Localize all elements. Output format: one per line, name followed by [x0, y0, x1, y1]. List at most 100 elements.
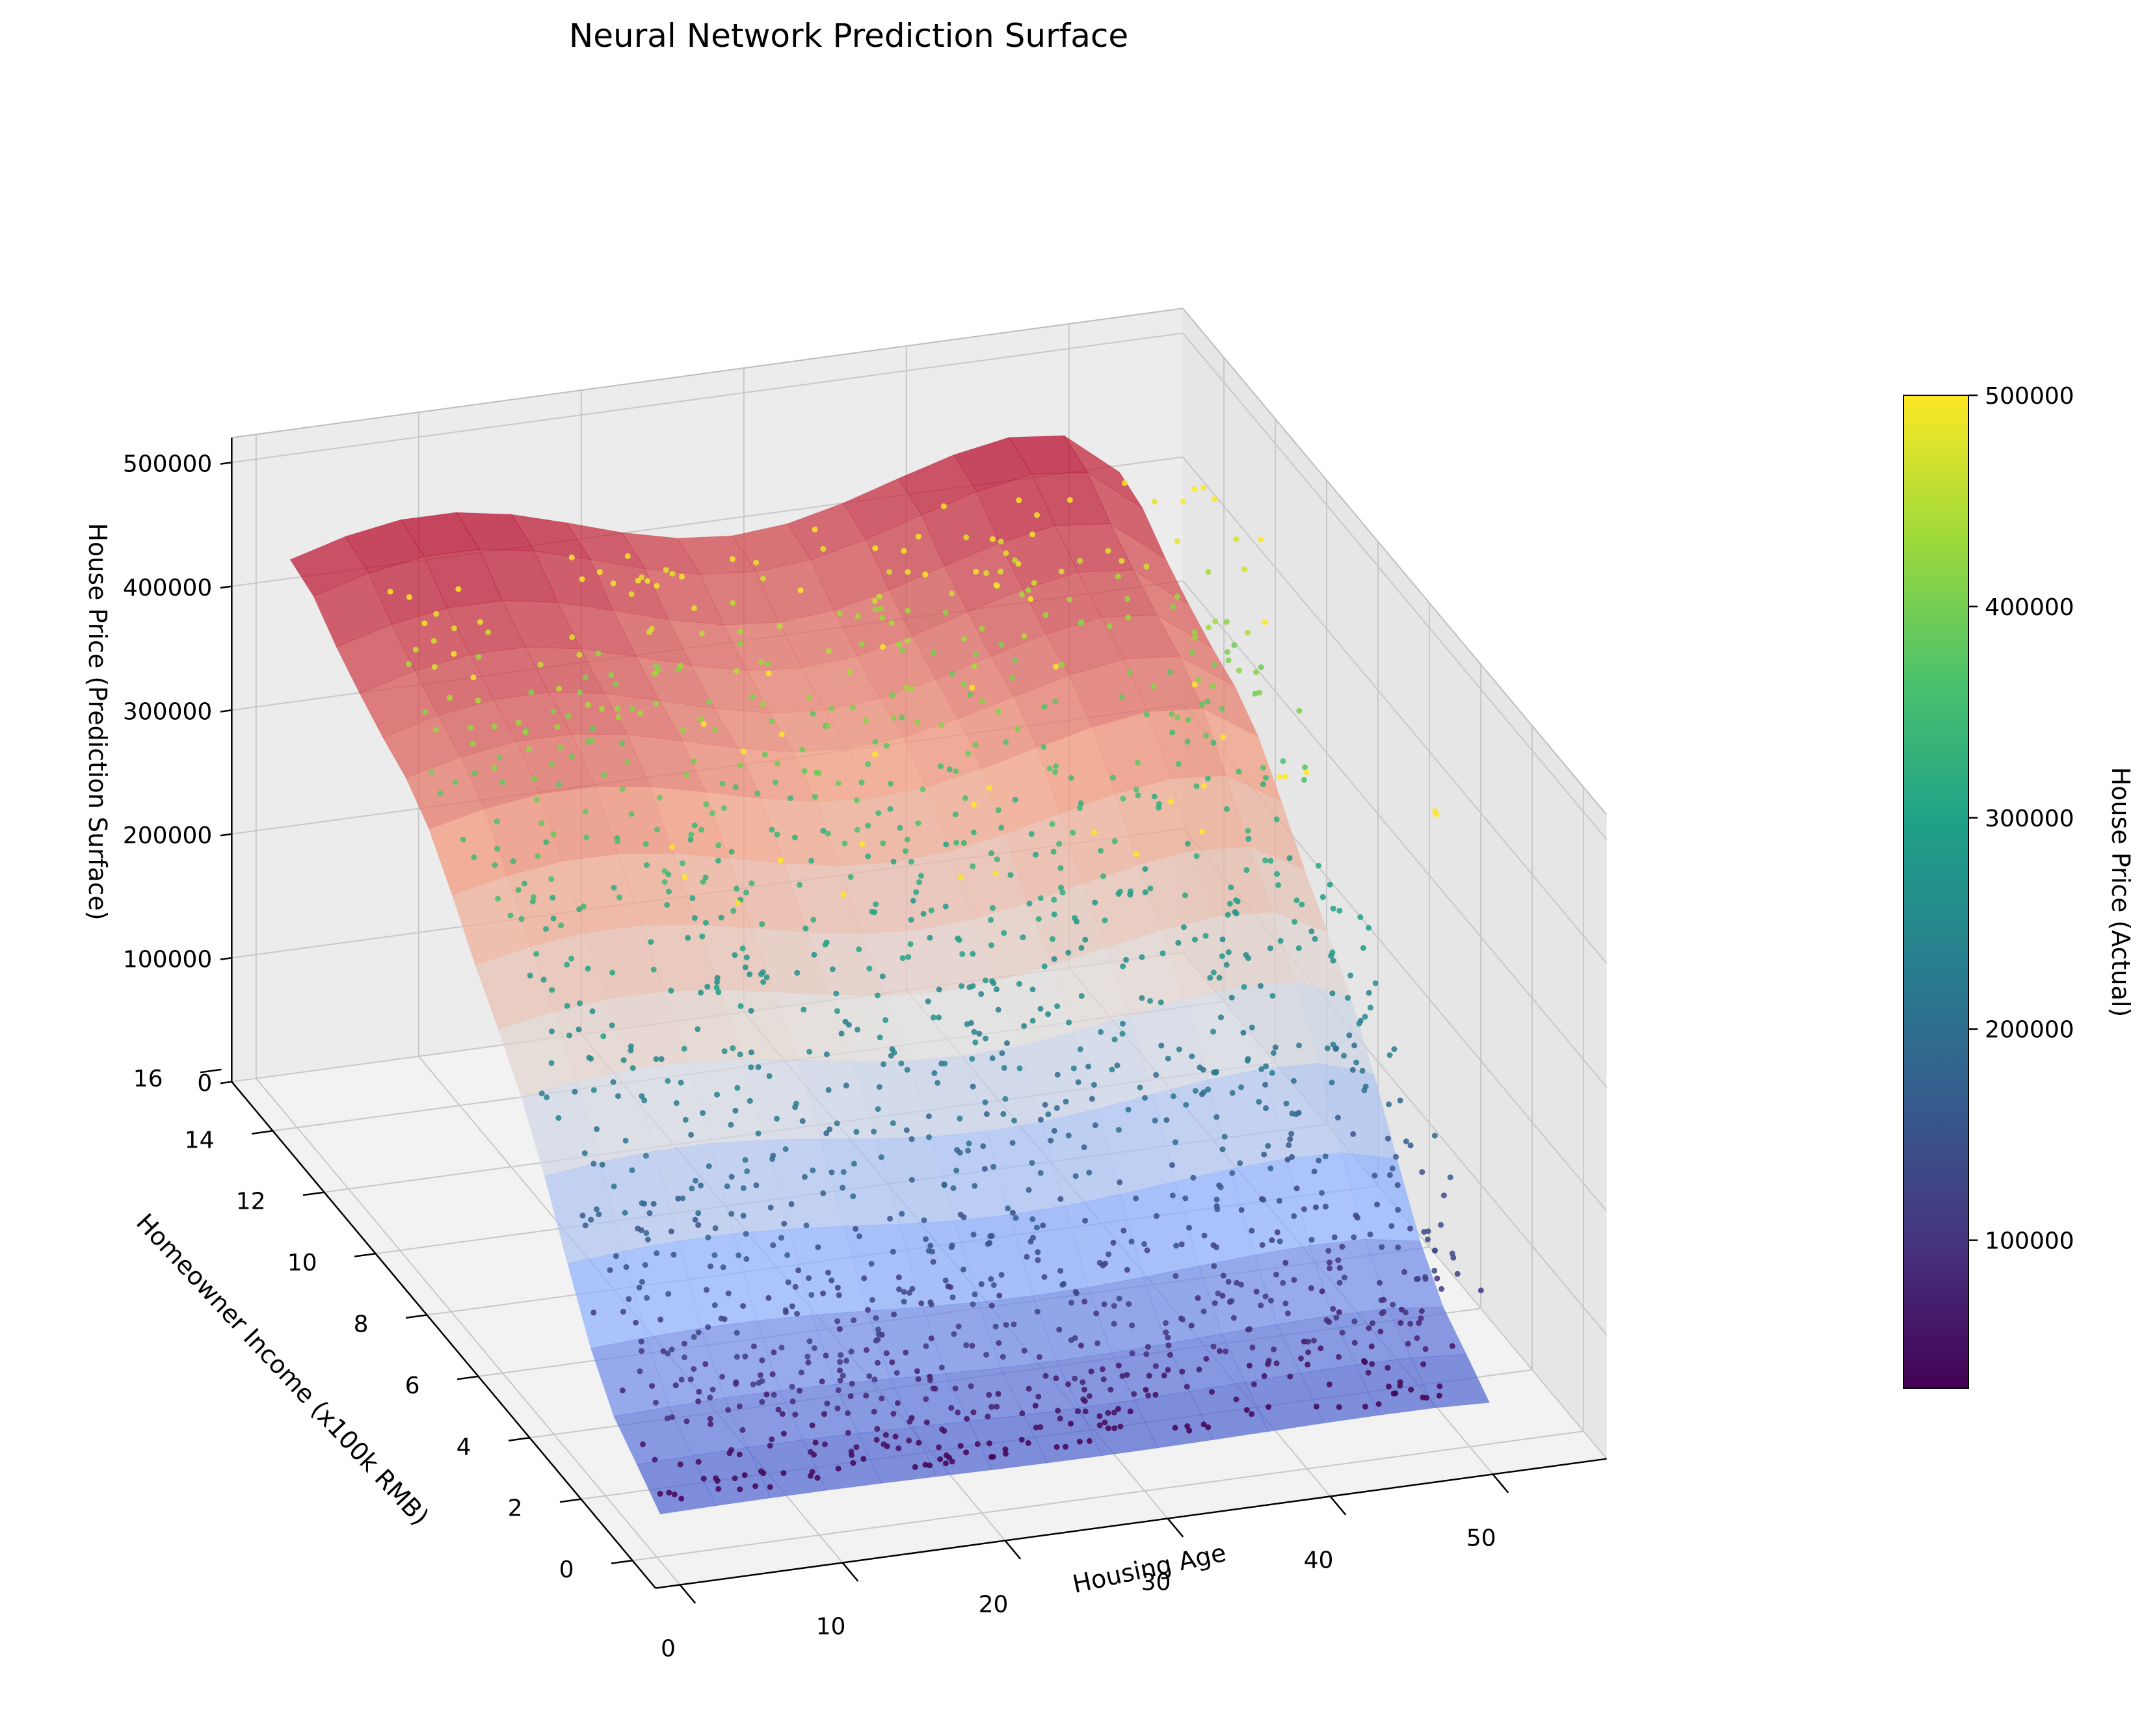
data-point — [1224, 806, 1230, 812]
data-point — [668, 1228, 674, 1235]
data-point — [728, 1447, 735, 1453]
data-point — [778, 1235, 784, 1241]
data-point — [607, 1267, 613, 1273]
data-point — [431, 638, 437, 644]
data-point — [970, 983, 976, 990]
data-point — [953, 768, 959, 774]
data-point — [1021, 1347, 1028, 1354]
data-point — [970, 1083, 976, 1090]
data-point — [1042, 612, 1049, 618]
data-point — [1089, 1096, 1095, 1102]
data-point — [696, 1388, 702, 1395]
data-point — [611, 1183, 617, 1190]
data-point — [698, 826, 705, 833]
data-point — [1002, 1446, 1009, 1453]
data-point — [664, 1415, 670, 1421]
data-point — [899, 1211, 905, 1217]
data-point — [1068, 1421, 1074, 1427]
data-point — [707, 1394, 713, 1401]
data-point — [1262, 1081, 1269, 1088]
data-point — [942, 1460, 949, 1467]
data-point — [1025, 587, 1031, 593]
data-point — [1046, 765, 1053, 772]
data-point — [998, 641, 1005, 648]
data-point — [1280, 1280, 1286, 1286]
data-point — [850, 1193, 856, 1200]
data-point — [1080, 1379, 1086, 1386]
data-point — [874, 1426, 881, 1432]
surface-facet — [676, 535, 756, 575]
data-point — [820, 546, 827, 552]
data-point — [869, 908, 875, 915]
data-point — [797, 1387, 802, 1394]
data-point — [1162, 1320, 1169, 1326]
data-point — [797, 882, 802, 888]
data-point — [791, 834, 798, 841]
data-point — [988, 1276, 994, 1282]
data-point — [910, 897, 916, 904]
data-point — [628, 811, 635, 817]
data-point — [1386, 1383, 1392, 1389]
data-point — [820, 1290, 827, 1296]
data-point — [1096, 1413, 1103, 1419]
data-point — [1158, 1042, 1165, 1049]
data-point — [1127, 1408, 1134, 1415]
data-point — [820, 828, 827, 834]
data-point — [699, 933, 706, 940]
data-point — [1356, 1020, 1362, 1027]
data-point — [1308, 928, 1315, 934]
data-point — [1034, 1308, 1041, 1315]
data-point — [1261, 1151, 1267, 1158]
colorbar-gradient — [1903, 395, 1969, 1389]
data-point — [970, 1231, 977, 1238]
surface-facet — [700, 571, 780, 625]
data-point — [1394, 1182, 1401, 1189]
data-point — [421, 620, 428, 627]
data-point — [492, 862, 498, 869]
data-point — [942, 609, 949, 616]
data-point — [931, 1014, 936, 1021]
data-point — [802, 925, 809, 932]
data-point — [902, 848, 908, 854]
data-point — [1258, 664, 1264, 670]
data-point — [1203, 1356, 1210, 1362]
data-point — [1362, 1359, 1368, 1365]
data-point — [742, 1157, 749, 1163]
data-point — [558, 922, 564, 928]
data-point — [1093, 1310, 1100, 1317]
data-point — [644, 1237, 651, 1243]
data-point — [753, 1182, 760, 1189]
data-point — [988, 942, 994, 949]
data-point — [732, 1475, 738, 1482]
data-point — [996, 709, 1002, 715]
data-point — [928, 1301, 935, 1308]
data-point — [755, 1064, 762, 1070]
data-point — [646, 1210, 653, 1217]
data-point — [638, 1348, 644, 1354]
data-point — [387, 588, 393, 595]
surface-facet — [1050, 947, 1130, 1032]
data-point — [927, 1462, 933, 1469]
data-point — [988, 1302, 995, 1309]
data-point — [582, 808, 589, 815]
data-point — [1191, 629, 1198, 636]
data-point — [938, 1364, 945, 1371]
data-point — [1016, 497, 1022, 503]
data-point — [687, 836, 694, 843]
data-point — [718, 1315, 724, 1322]
data-point — [665, 1078, 671, 1084]
data-point — [646, 629, 652, 635]
data-point — [1178, 1241, 1185, 1248]
data-point — [1347, 972, 1354, 979]
data-point — [801, 768, 808, 774]
data-point — [588, 1217, 594, 1223]
data-point — [1125, 614, 1132, 621]
data-point — [1395, 1244, 1401, 1251]
data-point — [1029, 1216, 1036, 1222]
data-point — [836, 1292, 842, 1298]
data-point — [743, 954, 750, 961]
surface-facet — [1065, 1194, 1145, 1288]
data-point — [1101, 1301, 1107, 1308]
data-point — [635, 577, 641, 584]
data-point — [685, 934, 691, 941]
